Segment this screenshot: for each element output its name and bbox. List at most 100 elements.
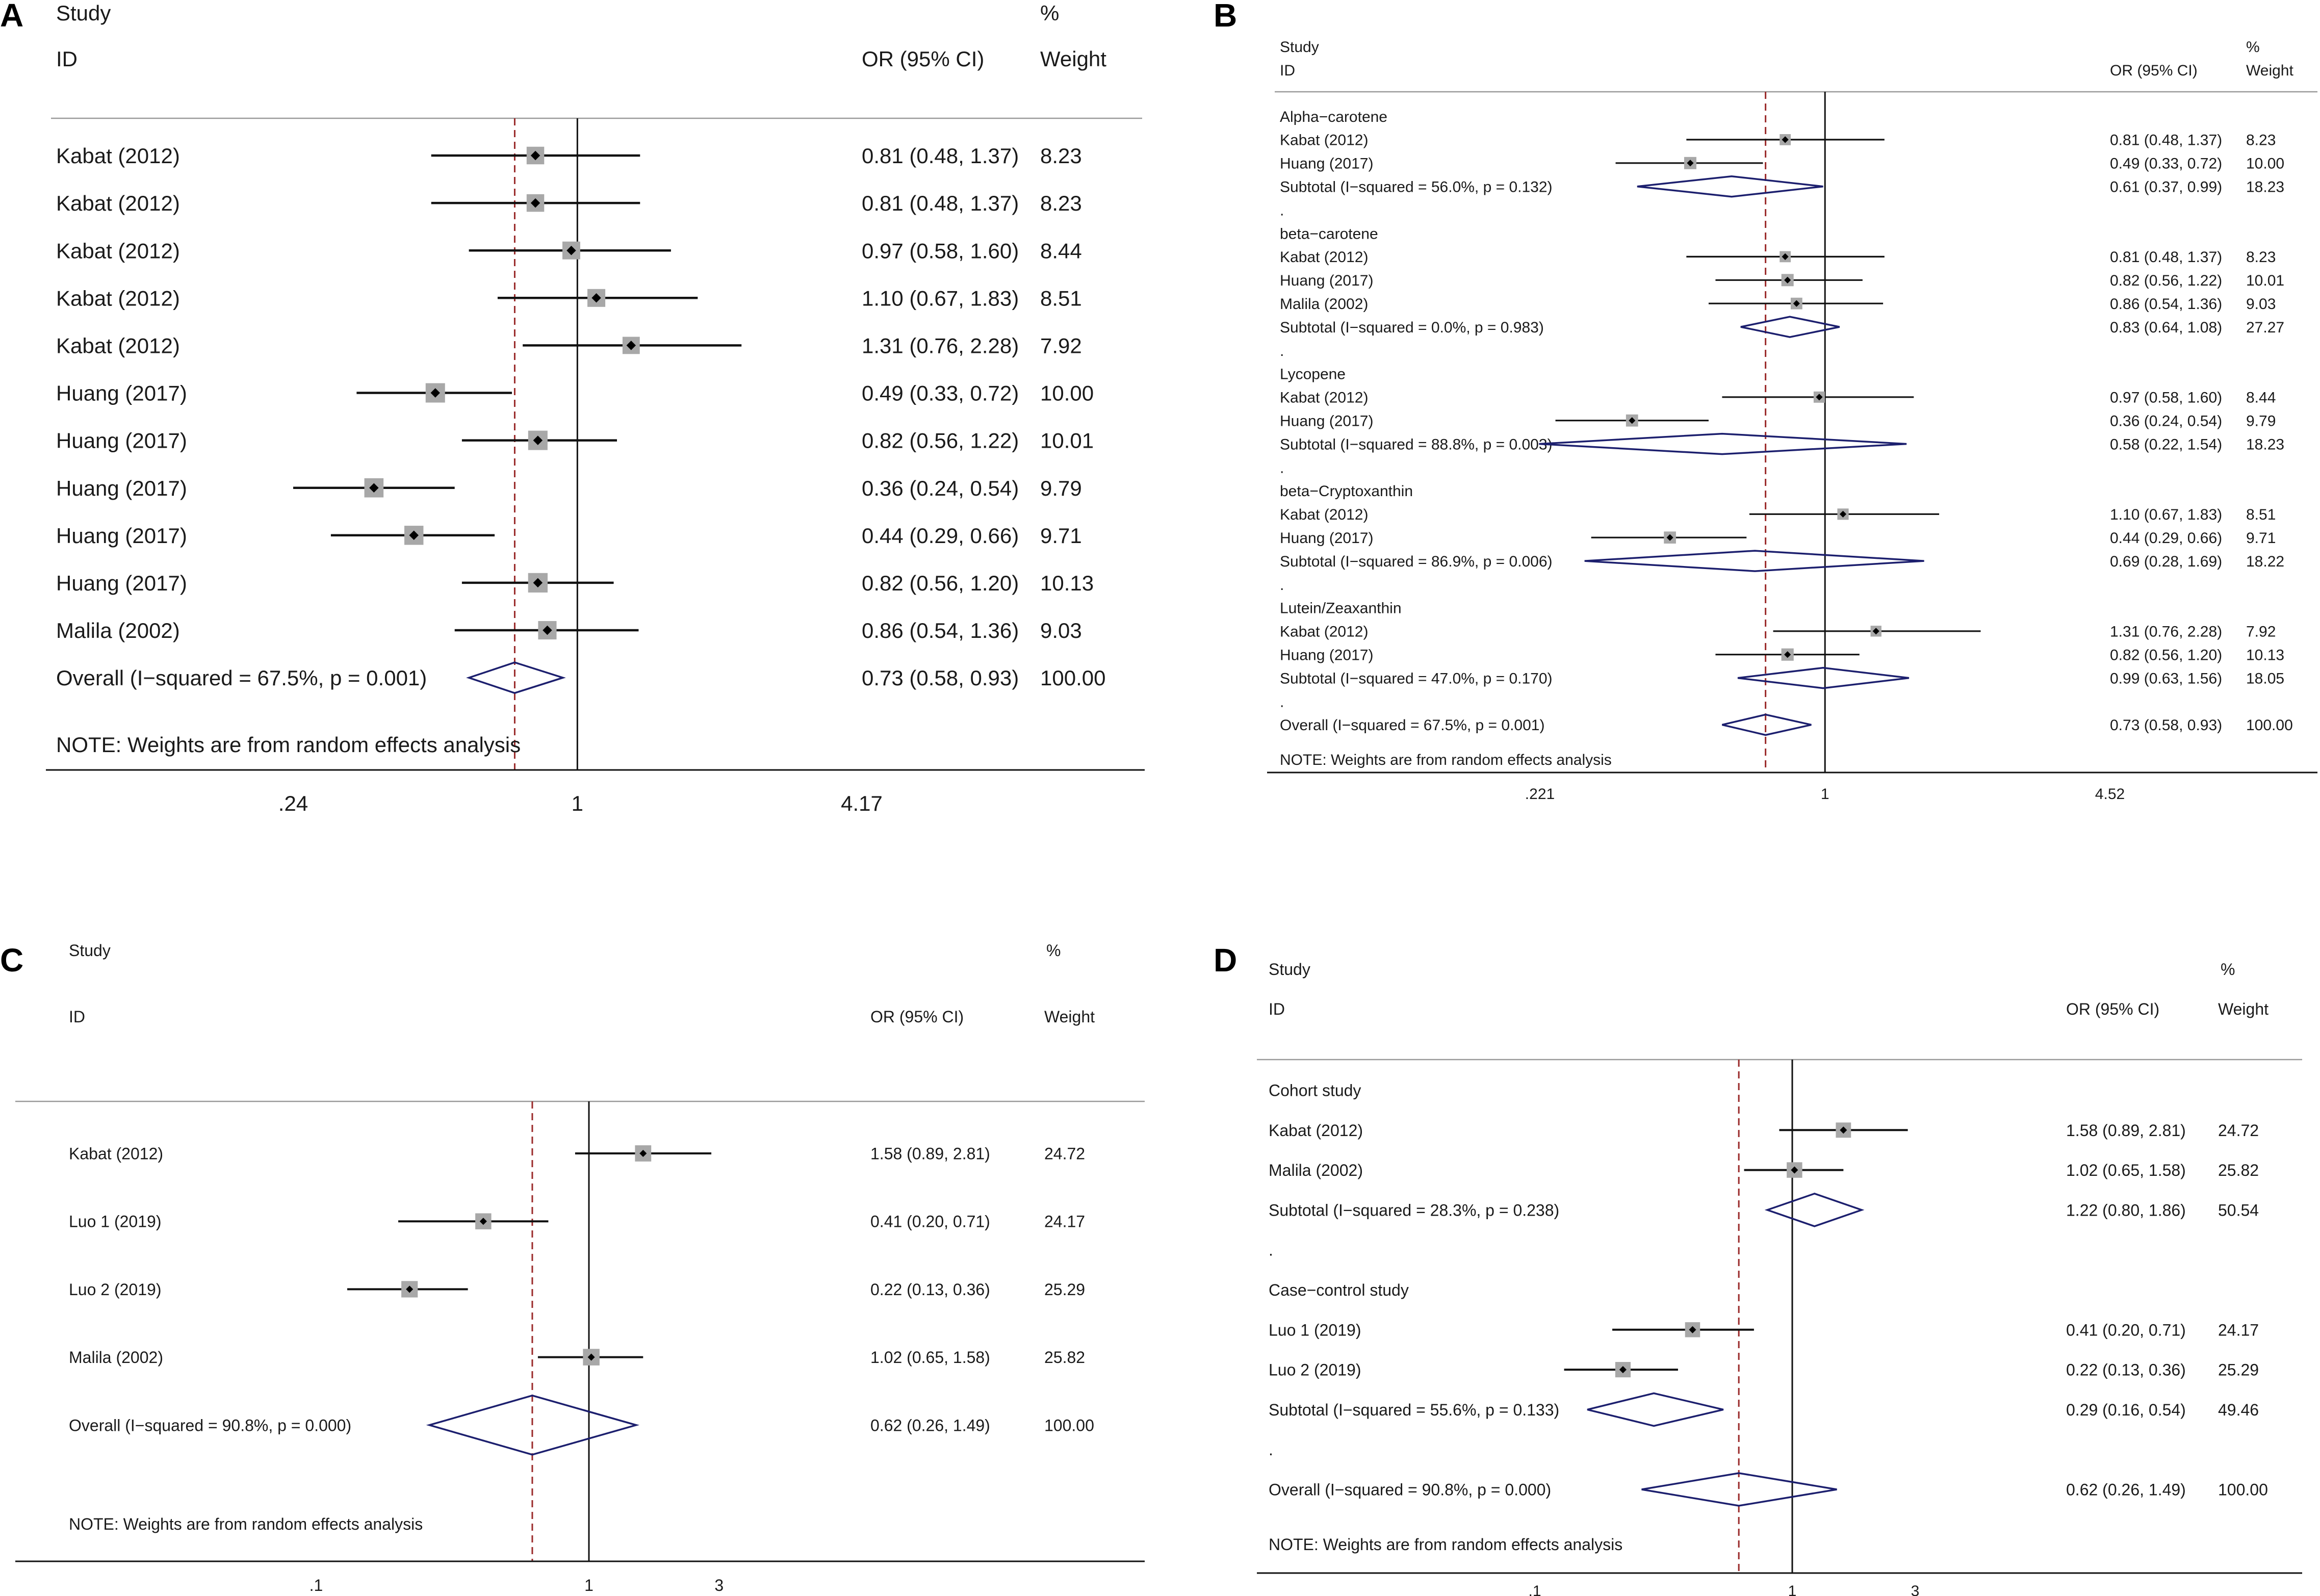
- forest-row-subtotal: Subtotal (I−squared = 55.6%, p = 0.133) 0…: [1269, 1392, 2259, 1427]
- spacer-dot: .: [1269, 1440, 1273, 1459]
- weight-value: 100.00: [2218, 1481, 2268, 1499]
- point-estimate: [1793, 300, 1800, 307]
- forest-row-study: Luo 2 (2019) 0.22 (0.13, 0.36) 25.29: [1269, 1361, 2259, 1379]
- weight-value: 24.72: [2218, 1121, 2259, 1140]
- weight-value: 24.17: [1044, 1213, 1085, 1231]
- point-estimate: [406, 1285, 414, 1293]
- forest-row-study: Huang (2017) 0.36 (0.24, 0.54) 9.79: [56, 476, 1082, 500]
- weight-value: 8.23: [1040, 144, 1082, 168]
- header-effect: OR (95% CI): [870, 1008, 964, 1026]
- forest-row-study: Kabat (2012) 1.31 (0.76, 2.28) 7.92: [56, 334, 1082, 358]
- study-label: Malila (2002): [1280, 296, 1368, 313]
- effect-estimate: 1.02 (0.65, 1.58): [2066, 1161, 2186, 1179]
- point-estimate: [543, 625, 552, 635]
- effect-estimate: 0.86 (0.54, 1.36): [862, 619, 1019, 642]
- spacer-dot: .: [1269, 1241, 1273, 1259]
- point-estimate: [1666, 534, 1673, 541]
- weight-value: 25.29: [2218, 1361, 2259, 1379]
- forest-row-group: Alpha−carotene: [1280, 109, 1387, 125]
- spacer-dot: .: [1280, 577, 1284, 594]
- study-label: Kabat (2012): [1280, 249, 1368, 266]
- effect-estimate: 0.82 (0.56, 1.20): [2110, 647, 2222, 664]
- header-weight: Weight: [2218, 1000, 2269, 1018]
- header-id: ID: [1280, 62, 1295, 79]
- effect-estimate: 0.81 (0.48, 1.37): [2110, 132, 2222, 149]
- weights-note: NOTE: Weights are from random effects an…: [69, 1515, 423, 1533]
- weight-value: 8.44: [1040, 239, 1082, 263]
- weight-value: 10.13: [1040, 571, 1094, 595]
- x-tick-label: 1: [584, 1576, 594, 1594]
- forest-row-study: Luo 1 (2019) 0.41 (0.20, 0.71) 24.17: [1269, 1321, 2259, 1339]
- effect-estimate: 1.31 (0.76, 2.28): [862, 334, 1019, 358]
- header-study: Study: [1269, 960, 1310, 979]
- forest-panel-b: B Study ID OR (95% CI)% Weight Alpha−carotene…: [1214, 0, 2317, 803]
- weight-value: 24.17: [2218, 1321, 2259, 1339]
- header-study: Study: [1280, 39, 1319, 56]
- effect-estimate: 0.86 (0.54, 1.36): [2110, 296, 2222, 313]
- group-label: Lutein/Zeaxanthin: [1280, 600, 1402, 617]
- x-tick-label: 4.52: [2095, 786, 2125, 803]
- forest-row-study: Kabat (2012) 0.97 (0.58, 1.60) 8.44: [1280, 390, 2276, 406]
- study-label: Huang (2017): [1280, 413, 1373, 430]
- panel-label: C: [0, 942, 23, 979]
- weight-value: 8.44: [2246, 390, 2276, 406]
- effect-estimate: 0.73 (0.58, 0.93): [2110, 717, 2222, 734]
- forest-row-study: Malila (2002) 1.02 (0.65, 1.58) 25.82: [1269, 1161, 2259, 1179]
- forest-row-study: Huang (2017) 0.44 (0.29, 0.66) 9.71: [1280, 530, 2276, 547]
- effect-estimate: 0.49 (0.33, 0.72): [2110, 156, 2222, 172]
- point-estimate: [626, 341, 636, 350]
- forest-row-study: Huang (2017) 0.82 (0.56, 1.22) 10.01: [56, 429, 1094, 453]
- study-label: Subtotal (I−squared = 86.9%, p = 0.006): [1280, 553, 1553, 570]
- weight-value: 10.00: [1040, 381, 1094, 405]
- forest-row-dot: .: [1280, 343, 1284, 359]
- forest-row-study: Kabat (2012) 1.58 (0.89, 2.81) 24.72: [1269, 1121, 2259, 1140]
- weight-value: 8.23: [1040, 191, 1082, 215]
- study-label: Overall (I−squared = 67.5%, p = 0.001): [56, 666, 427, 690]
- study-label: Kabat (2012): [69, 1145, 163, 1163]
- pooled-diamond: [1764, 1193, 1865, 1227]
- forest-row-study: Kabat (2012) 1.58 (0.89, 2.81) 24.72: [69, 1145, 1085, 1163]
- header-weight-pct: %: [1046, 941, 1061, 960]
- effect-estimate: 0.83 (0.64, 1.08): [2110, 319, 2222, 336]
- forest-row-subtotal: Subtotal (I−squared = 86.9%, p = 0.006) 0…: [1280, 550, 2284, 572]
- effect-estimate: 0.82 (0.56, 1.20): [862, 571, 1019, 595]
- weight-value: 8.23: [2246, 249, 2276, 266]
- forest-row-subtotal: Subtotal (I−squared = 0.0%, p = 0.983) 0.…: [1280, 316, 2284, 338]
- effect-estimate: 0.44 (0.29, 0.66): [862, 524, 1019, 548]
- pooled-diamond: [1587, 1392, 1724, 1427]
- point-estimate: [1784, 276, 1791, 284]
- forest-row-group: beta−Cryptoxanthin: [1280, 483, 1413, 500]
- forest-row-dot: .: [1269, 1241, 1273, 1259]
- point-estimate: [591, 293, 601, 303]
- weight-value: 9.71: [1040, 524, 1082, 548]
- point-estimate: [409, 530, 419, 540]
- pooled-diamond: [466, 661, 566, 694]
- study-label: Huang (2017): [56, 381, 187, 405]
- point-estimate: [1839, 510, 1847, 518]
- weight-value: 10.00: [2246, 156, 2284, 172]
- point-estimate: [1619, 1366, 1627, 1374]
- x-tick-label: 3: [714, 1576, 724, 1594]
- spacer-dot: .: [1280, 693, 1284, 710]
- x-tick-label: .221: [1525, 786, 1555, 803]
- weight-value: 27.27: [2246, 319, 2284, 336]
- point-estimate: [1629, 417, 1636, 424]
- effect-estimate: 0.81 (0.48, 1.37): [862, 144, 1019, 168]
- weight-value: 9.71: [2246, 530, 2276, 547]
- weight-value: 18.05: [2246, 670, 2284, 687]
- forest-row-overall: Overall (I−squared = 90.8%, p = 0.000) 0.…: [1269, 1472, 2268, 1507]
- group-label: Lycopene: [1280, 366, 1346, 383]
- forest-row-study: Kabat (2012) 0.81 (0.48, 1.37) 8.23: [56, 144, 1082, 168]
- effect-estimate: 1.22 (0.80, 1.86): [2066, 1201, 2186, 1219]
- x-tick-label: .1: [1528, 1583, 1541, 1596]
- weight-value: 18.22: [2246, 553, 2284, 570]
- group-label: beta−Cryptoxanthin: [1280, 483, 1413, 500]
- point-estimate: [530, 150, 540, 161]
- panel-label: A: [0, 0, 23, 34]
- pooled-diamond: [1641, 1472, 1837, 1507]
- point-estimate: [587, 1353, 595, 1361]
- forest-row-study: Kabat (2012) 1.10 (0.67, 1.83) 8.51: [1280, 506, 2276, 523]
- study-label: Huang (2017): [56, 476, 187, 500]
- study-label: Kabat (2012): [56, 144, 180, 168]
